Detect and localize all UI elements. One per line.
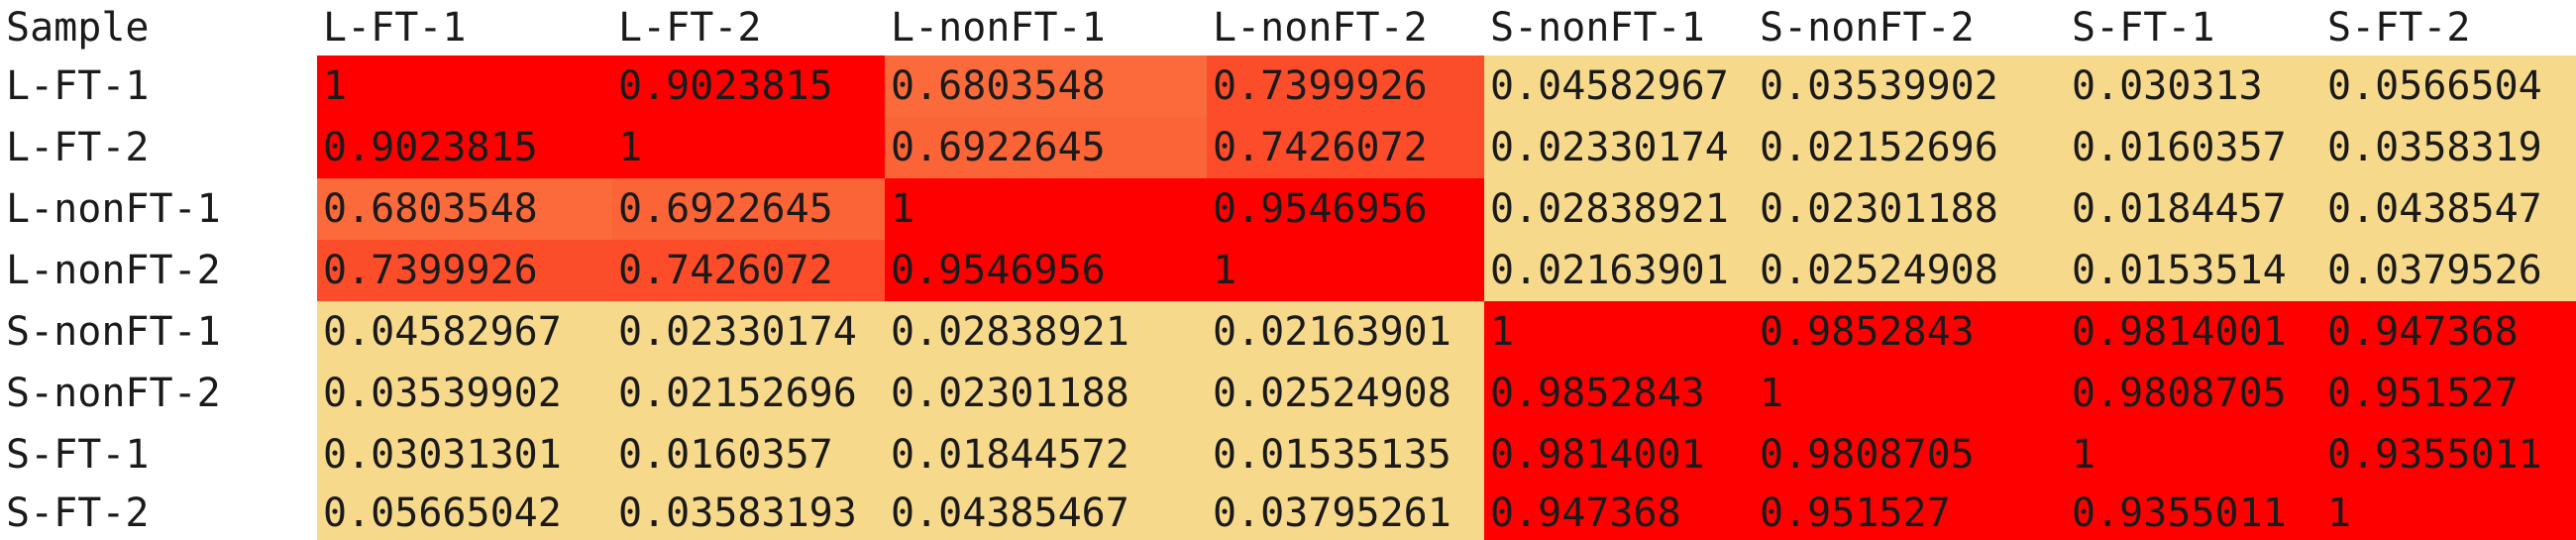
row-label: L-FT-1 (6, 63, 150, 109)
heatmap-cell: 0.9546956 (1207, 178, 1484, 240)
heatmap-cell: 0.951527 (2321, 363, 2576, 424)
heatmap-cell: 0.01844572 (885, 424, 1207, 486)
heatmap-cell: 0.9808705 (2066, 363, 2321, 424)
heatmap-cell: 0.9814001 (1484, 424, 1754, 486)
heatmap-cell: 0.01535135 (1207, 424, 1484, 486)
heatmap-cell: 0.03031301 (317, 424, 612, 486)
column-header: L-FT-2 (618, 5, 762, 51)
row-label: S-nonFT-1 (6, 309, 221, 355)
heatmap-row: S-nonFT-2 0.03539902 0.02152696 0.02301188 0… (0, 363, 2576, 424)
heatmap-cell: 0.02838921 (885, 301, 1207, 363)
heatmap-cell: 0.9546956 (885, 240, 1207, 301)
row-label: L-nonFT-2 (6, 248, 221, 293)
heatmap-cell: 0.05665042 (317, 486, 612, 540)
heatmap-cell: 0.0153514 (2066, 240, 2321, 301)
corner-label: Sample (6, 5, 150, 51)
heatmap-cell: 0.02330174 (1484, 117, 1754, 178)
heatmap-row: L-FT-1 1 0.9023815 0.6803548 0.7399926 0.0458… (0, 55, 2576, 117)
heatmap-cell: 0.7399926 (317, 240, 612, 301)
heatmap-cell: 0.9023815 (612, 55, 885, 117)
heatmap-cell: 0.04385467 (885, 486, 1207, 540)
heatmap-cell: 1 (885, 178, 1207, 240)
heatmap-row: L-nonFT-1 0.6803548 0.6922645 1 0.9546956 0.0… (0, 178, 2576, 240)
row-label: L-nonFT-1 (6, 186, 221, 232)
heatmap-cell: 0.0379526 (2321, 240, 2576, 301)
heatmap-cell: 0.7426072 (1207, 117, 1484, 178)
heatmap-cell: 0.9023815 (317, 117, 612, 178)
heatmap-cell: 1 (1754, 363, 2066, 424)
heatmap-cell: 0.947368 (2321, 301, 2576, 363)
heatmap-cell: 0.7399926 (1207, 55, 1484, 117)
heatmap-cell: 1 (2321, 486, 2576, 540)
column-header: L-nonFT-2 (1213, 5, 1428, 51)
heatmap-cell: 0.6803548 (317, 178, 612, 240)
heatmap-body: L-FT-1 1 0.9023815 0.6803548 0.7399926 0.0458… (0, 55, 2576, 540)
column-header: S-FT-1 (2072, 5, 2215, 51)
heatmap-cell: 0.02163901 (1207, 301, 1484, 363)
heatmap-cell: 0.9355011 (2066, 486, 2321, 540)
heatmap-row: S-FT-2 0.05665042 0.03583193 0.04385467 0.03… (0, 486, 2576, 540)
column-header: S-nonFT-1 (1490, 5, 1705, 51)
heatmap-cell: 0.030313 (2066, 55, 2321, 117)
heatmap-cell: 0.03539902 (1754, 55, 2066, 117)
heatmap-cell: 0.0184457 (2066, 178, 2321, 240)
heatmap-cell: 0.02152696 (612, 363, 885, 424)
heatmap-row: L-nonFT-2 0.7399926 0.7426072 0.9546956 1 0.0… (0, 240, 2576, 301)
heatmap-cell: 0.02838921 (1484, 178, 1754, 240)
heatmap-cell: 0.6803548 (885, 55, 1207, 117)
heatmap-cell: 0.9814001 (2066, 301, 2321, 363)
heatmap-cell: 1 (1207, 240, 1484, 301)
heatmap-cell: 0.02524908 (1207, 363, 1484, 424)
heatmap-cell: 0.951527 (1754, 486, 2066, 540)
heatmap-cell: 0.02301188 (885, 363, 1207, 424)
heatmap-cell: 0.0438547 (2321, 178, 2576, 240)
heatmap-cell: 0.7426072 (612, 240, 885, 301)
heatmap-cell: 0.04582967 (317, 301, 612, 363)
heatmap-cell: 0.9355011 (2321, 424, 2576, 486)
heatmap-cell: 1 (612, 117, 885, 178)
heatmap-cell: 0.02301188 (1754, 178, 2066, 240)
heatmap-cell: 0.02330174 (612, 301, 885, 363)
heatmap-cell: 1 (1484, 301, 1754, 363)
header-row: Sample L-FT-1 L-FT-2 L-nonFT-1 L-nonFT-2 S-n… (0, 0, 2576, 55)
column-header: S-FT-2 (2327, 5, 2471, 51)
heatmap-cell: 0.02152696 (1754, 117, 2066, 178)
heatmap-cell: 0.03583193 (612, 486, 885, 540)
heatmap-cell: 0.02163901 (1484, 240, 1754, 301)
heatmap-cell: 0.0160357 (2066, 117, 2321, 178)
column-header: L-nonFT-1 (891, 5, 1106, 51)
heatmap-cell: 0.9852843 (1484, 363, 1754, 424)
row-label: S-nonFT-2 (6, 371, 221, 416)
row-label: S-FT-1 (6, 432, 150, 478)
heatmap-cell: 0.0160357 (612, 424, 885, 486)
heatmap-cell: 0.6922645 (612, 178, 885, 240)
heatmap-cell: 0.0358319 (2321, 117, 2576, 178)
heatmap-cell: 1 (317, 55, 612, 117)
heatmap-cell: 0.0566504 (2321, 55, 2576, 117)
heatmap-cell: 0.9808705 (1754, 424, 2066, 486)
row-label: S-FT-2 (6, 489, 150, 536)
heatmap-row: S-FT-1 0.03031301 0.0160357 0.01844572 0.015… (0, 424, 2576, 486)
heatmap-cell: 0.04582967 (1484, 55, 1754, 117)
column-header: L-FT-1 (323, 5, 467, 51)
column-header: S-nonFT-2 (1760, 5, 1975, 51)
heatmap-cell: 0.03539902 (317, 363, 612, 424)
heatmap-cell: 0.02524908 (1754, 240, 2066, 301)
heatmap-cell: 1 (2066, 424, 2321, 486)
heatmap-cell: 0.03795261 (1207, 486, 1484, 540)
heatmap-row: L-FT-2 0.9023815 1 0.6922645 0.7426072 0.0233… (0, 117, 2576, 178)
heatmap-cell: 0.9852843 (1754, 301, 2066, 363)
row-label: L-FT-2 (6, 125, 150, 170)
heatmap-row: S-nonFT-1 0.04582967 0.02330174 0.02838921 0… (0, 301, 2576, 363)
heatmap-cell: 0.947368 (1484, 486, 1754, 540)
heatmap-cell: 0.6922645 (885, 117, 1207, 178)
